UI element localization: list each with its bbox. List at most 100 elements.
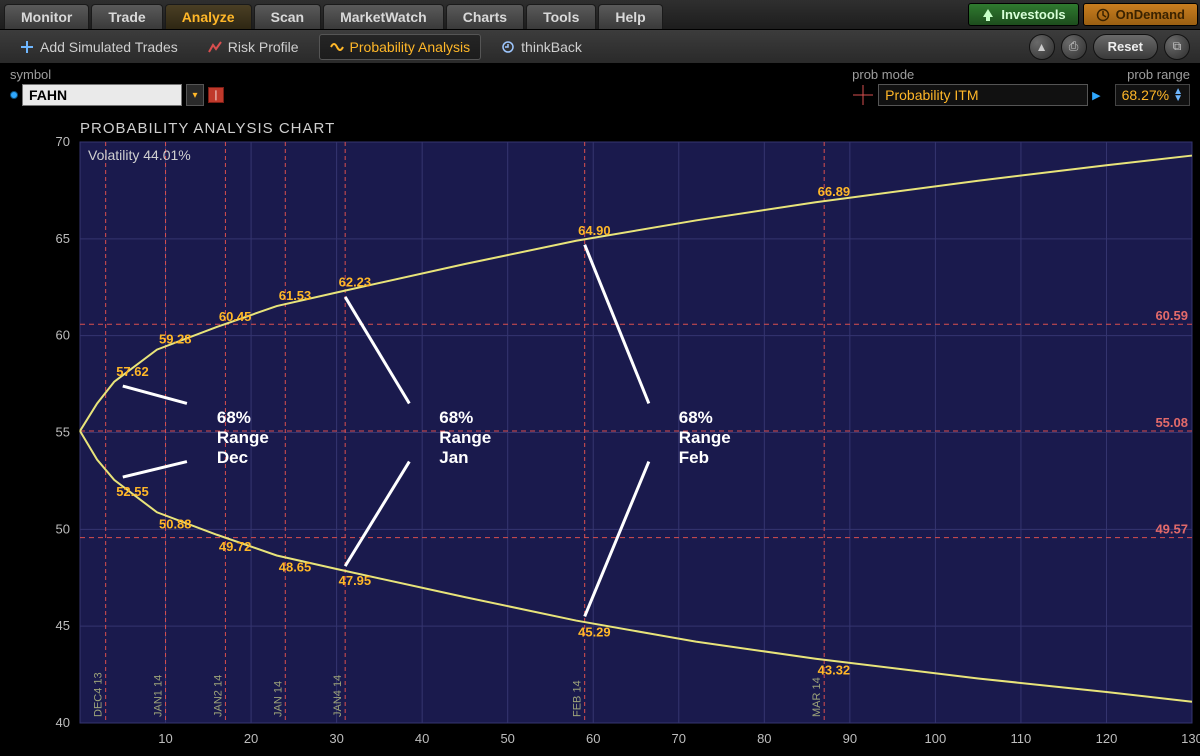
tab-trade[interactable]: Trade: [91, 4, 162, 29]
svg-text:JAN 14: JAN 14: [272, 681, 284, 717]
svg-text:Range: Range: [679, 428, 731, 447]
investools-button[interactable]: Investools: [968, 3, 1078, 26]
tab-tools[interactable]: Tools: [526, 4, 596, 29]
svg-text:20: 20: [244, 731, 258, 746]
svg-text:90: 90: [843, 731, 857, 746]
prob-mode-select[interactable]: Probability ITM: [878, 84, 1088, 106]
tab-marketwatch[interactable]: MarketWatch: [323, 4, 444, 29]
svg-text:60: 60: [56, 328, 70, 343]
svg-text:DEC4 13: DEC4 13: [93, 672, 105, 717]
symbol-dropdown[interactable]: ▾: [186, 84, 204, 106]
tab-monitor[interactable]: Monitor: [4, 4, 89, 29]
sub-label: thinkBack: [521, 39, 582, 55]
print-button[interactable]: ⎙: [1061, 34, 1087, 60]
svg-text:64.90: 64.90: [578, 223, 611, 238]
svg-text:Range: Range: [439, 428, 491, 447]
main-tabbar: Monitor Trade Analyze Scan MarketWatch C…: [0, 0, 1200, 30]
sub-label: Probability Analysis: [350, 39, 471, 55]
prob-range-label: prob range: [1127, 67, 1190, 82]
probability-chart[interactable]: 4045505560657010203040506070809010011012…: [0, 112, 1200, 756]
plus-icon: [20, 40, 34, 54]
svg-text:130: 130: [1181, 731, 1200, 746]
triangle-right-icon: ▶: [1092, 89, 1100, 102]
svg-text:Feb: Feb: [679, 448, 709, 467]
svg-text:110: 110: [1011, 731, 1032, 746]
svg-text:52.55: 52.55: [116, 484, 149, 499]
prob-range-group: prob range 68.27% ▲▼: [1115, 67, 1190, 106]
print-icon: ⎙: [1069, 39, 1079, 54]
sub-add-simulated-trades[interactable]: Add Simulated Trades: [10, 35, 188, 59]
svg-text:30: 30: [329, 731, 343, 746]
symbol-status-dot-icon: [10, 91, 18, 99]
svg-text:43.32: 43.32: [818, 663, 851, 678]
chevron-down-icon: ▾: [192, 90, 197, 101]
svg-text:68%: 68%: [439, 408, 473, 427]
risk-icon: [208, 40, 222, 54]
svg-text:68%: 68%: [679, 408, 713, 427]
symbol-flag[interactable]: ❘: [208, 87, 224, 103]
svg-text:40: 40: [56, 715, 70, 730]
svg-text:66.89: 66.89: [818, 184, 851, 199]
svg-text:68%: 68%: [217, 408, 251, 427]
detach-button[interactable]: ⧉: [1164, 34, 1190, 60]
svg-text:65: 65: [56, 231, 70, 246]
svg-text:60.45: 60.45: [219, 309, 252, 324]
tab-analyze[interactable]: Analyze: [165, 4, 252, 29]
svg-text:50.88: 50.88: [159, 516, 192, 531]
svg-text:JAN4 14: JAN4 14: [332, 675, 344, 717]
svg-text:60: 60: [586, 731, 600, 746]
svg-text:47.95: 47.95: [339, 573, 372, 588]
alerts-button[interactable]: ▲: [1029, 34, 1055, 60]
tab-help[interactable]: Help: [598, 4, 662, 29]
chart-area: PROBABILITY ANALYSIS CHART 4045505560657…: [0, 112, 1200, 756]
svg-text:48.65: 48.65: [279, 559, 312, 574]
svg-text:70: 70: [56, 134, 70, 149]
bell-icon: ▲: [1036, 40, 1048, 54]
svg-text:60.59: 60.59: [1155, 308, 1188, 323]
svg-text:50: 50: [56, 521, 70, 536]
analyze-subbar: Add Simulated Trades Risk Profile Probab…: [0, 30, 1200, 64]
tab-scan[interactable]: Scan: [254, 4, 321, 29]
tab-charts[interactable]: Charts: [446, 4, 524, 29]
symbol-group: symbol FAHN ▾ ❘: [10, 67, 224, 106]
svg-text:MAR 14: MAR 14: [811, 677, 823, 717]
svg-text:57.62: 57.62: [116, 364, 149, 379]
sub-label: Add Simulated Trades: [40, 39, 178, 55]
sub-label: Risk Profile: [228, 39, 299, 55]
reset-label: Reset: [1108, 39, 1143, 54]
range-text: 68.27%: [1122, 87, 1169, 103]
crosshair-icon: [852, 84, 874, 106]
svg-text:JAN2 14: JAN2 14: [212, 675, 224, 717]
svg-text:45: 45: [56, 618, 70, 633]
svg-text:55: 55: [56, 425, 70, 440]
ondemand-button[interactable]: OnDemand: [1083, 3, 1198, 26]
svg-text:70: 70: [672, 731, 686, 746]
sub-thinkback[interactable]: thinkBack: [491, 35, 592, 59]
svg-text:Dec: Dec: [217, 448, 248, 467]
symbol-input[interactable]: FAHN: [22, 84, 182, 106]
svg-text:JAN1 14: JAN1 14: [153, 675, 165, 717]
svg-text:55.08: 55.08: [1155, 415, 1188, 430]
svg-text:49.72: 49.72: [219, 539, 252, 554]
symbol-label: symbol: [10, 67, 224, 82]
ondemand-label: OnDemand: [1116, 7, 1185, 22]
svg-text:49.57: 49.57: [1155, 522, 1188, 537]
arrow-up-icon: [981, 8, 995, 22]
svg-text:61.53: 61.53: [279, 288, 312, 303]
reset-button[interactable]: Reset: [1093, 34, 1158, 60]
svg-text:62.23: 62.23: [339, 274, 372, 289]
detach-icon: ⧉: [1173, 39, 1182, 54]
svg-text:Range: Range: [217, 428, 269, 447]
flag-icon: ❘: [212, 90, 220, 101]
investools-label: Investools: [1001, 7, 1065, 22]
sub-probability-analysis[interactable]: Probability Analysis: [319, 34, 482, 60]
svg-text:FEB 14: FEB 14: [572, 680, 584, 717]
svg-text:50: 50: [500, 731, 514, 746]
sub-risk-profile[interactable]: Risk Profile: [198, 35, 309, 59]
svg-text:45.29: 45.29: [578, 625, 611, 640]
svg-text:100: 100: [925, 731, 947, 746]
prob-range-value[interactable]: 68.27% ▲▼: [1115, 84, 1190, 106]
probability-icon: [330, 40, 344, 54]
svg-text:80: 80: [757, 731, 771, 746]
svg-text:Jan: Jan: [439, 448, 468, 467]
